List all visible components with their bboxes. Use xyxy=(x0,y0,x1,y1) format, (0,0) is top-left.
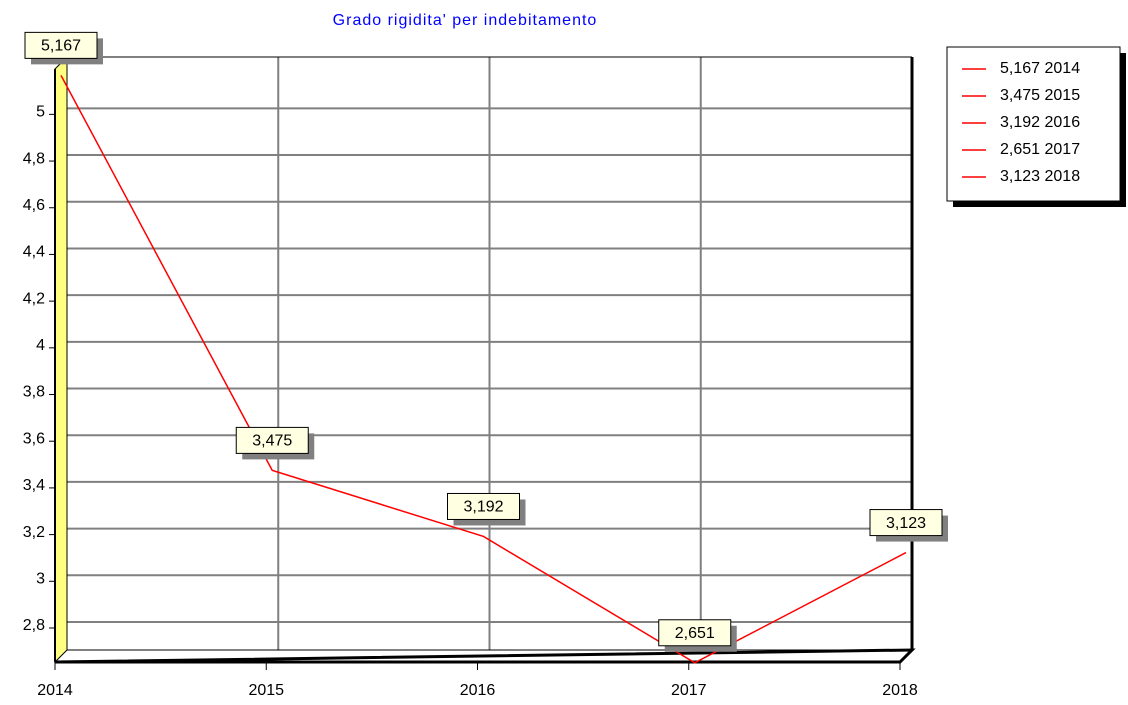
left-wall xyxy=(54,55,68,664)
y-tick-label: 2,8 xyxy=(23,617,45,634)
legend-category: 2016 xyxy=(1045,114,1081,131)
data-label: 3,123 xyxy=(886,515,926,532)
legend-label: 3,123 2018 xyxy=(1000,168,1080,185)
legend-label: 2,651 2017 xyxy=(1000,141,1080,158)
y-tick-label: 4,8 xyxy=(23,150,45,167)
legend-label: 5,167 2014 xyxy=(1000,60,1080,77)
legend-label: 3,475 2015 xyxy=(1000,87,1080,104)
x-tick-label: 2014 xyxy=(37,682,73,699)
y-tick-label: 4,4 xyxy=(23,244,45,261)
data-label: 3,475 xyxy=(252,433,292,450)
y-tick-label: 4 xyxy=(36,337,45,354)
data-label-box xyxy=(658,619,732,647)
y-tick-label: 3,2 xyxy=(23,524,45,541)
x-tick-label: 2016 xyxy=(460,682,496,699)
legend: 5,167 2014 3,475 2015 3,192 2016 2,651 2017… xyxy=(946,46,1126,207)
legend-category: 2014 xyxy=(1045,60,1081,77)
legend-label: 3,192 2016 xyxy=(1000,114,1080,131)
y-tick-label: 4,6 xyxy=(23,197,45,214)
y-tick-label: 3 xyxy=(36,571,45,588)
y-tick-label: 5 xyxy=(36,104,45,121)
legend-value: 5,167 xyxy=(1000,60,1040,77)
data-label-box xyxy=(24,31,98,59)
legend-value: 3,475 xyxy=(1000,87,1040,104)
y-tick-label: 3,8 xyxy=(23,384,45,401)
data-label: 5,167 xyxy=(41,38,81,55)
x-tick-label: 2017 xyxy=(671,682,707,699)
y-tick-label: 3,6 xyxy=(23,430,45,447)
data-label-box xyxy=(447,492,520,520)
y-tick-label: 3,4 xyxy=(23,477,45,494)
x-tick-label: 2015 xyxy=(248,682,284,699)
data-label-box xyxy=(235,426,309,454)
legend-value: 3,123 xyxy=(1000,168,1040,185)
legend-value: 2,651 xyxy=(1000,141,1040,158)
legend-value: 3,192 xyxy=(1000,114,1040,131)
legend-category: 2017 xyxy=(1045,141,1081,158)
x-tick-label: 2018 xyxy=(882,682,918,699)
line xyxy=(60,75,907,664)
data-label: 2,651 xyxy=(675,625,715,642)
data-label-box xyxy=(869,509,943,537)
chart-title: Grado rigidita' per indebitamento xyxy=(333,12,598,29)
legend-category: 2018 xyxy=(1045,168,1081,185)
y-tick-label: 4,2 xyxy=(23,290,45,307)
legend-box xyxy=(946,46,1121,202)
legend-category: 2015 xyxy=(1045,87,1081,104)
data-label: 3,192 xyxy=(463,499,503,516)
